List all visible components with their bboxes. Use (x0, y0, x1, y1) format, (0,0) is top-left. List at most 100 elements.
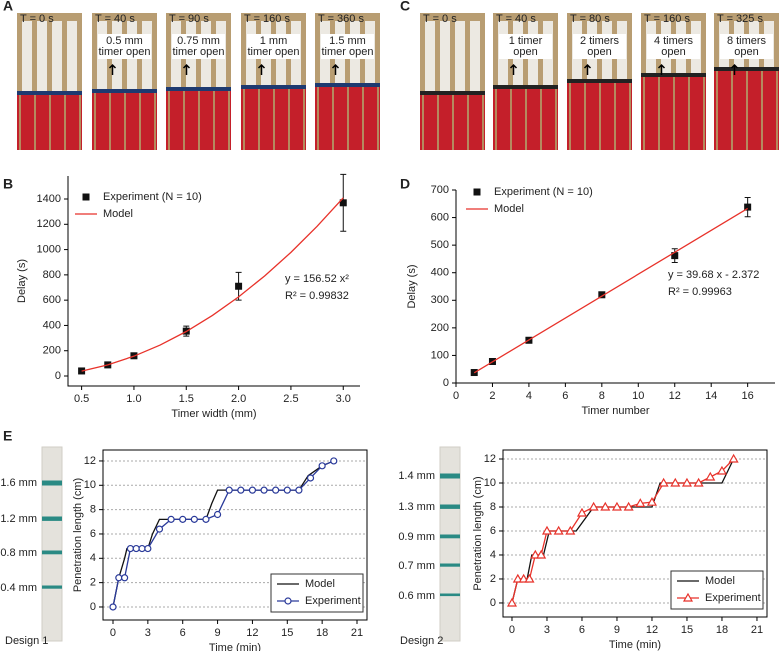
arrow (182, 63, 191, 75)
legend-label: Model (305, 578, 335, 590)
gap (79, 93, 81, 150)
design-band (440, 593, 460, 597)
time-label: T = 160 s (244, 13, 290, 25)
gap (731, 69, 733, 150)
gap (94, 91, 96, 150)
legend-label: Model (705, 575, 735, 587)
x-tick-label: 21 (751, 624, 763, 636)
scale-label: 1.4 mm (398, 470, 435, 482)
point (179, 515, 187, 523)
gap (643, 75, 645, 150)
y-axis-label: Delay (s) (406, 264, 418, 308)
y-tick-label: 0 (90, 601, 96, 613)
scale-label: 1.3 mm (398, 501, 435, 513)
point (623, 501, 634, 511)
gap (614, 81, 616, 150)
design-bar (41, 446, 63, 642)
y-tick-label: 100 (431, 349, 449, 361)
point (611, 501, 623, 511)
gap (168, 89, 170, 150)
front-line (92, 89, 157, 93)
gap (362, 85, 364, 150)
caption-box (499, 34, 552, 59)
scale-label: 1.6 mm (0, 477, 37, 489)
legend-label: Experiment (N = 10) (494, 186, 593, 198)
gap (703, 75, 705, 150)
design-band (42, 585, 62, 589)
gap (658, 75, 660, 150)
design-band (440, 563, 460, 567)
design-label: Design 2 (400, 635, 443, 647)
gap (569, 81, 571, 150)
x-tick-label: 0 (509, 624, 515, 636)
gap (154, 91, 156, 150)
gap (495, 87, 497, 150)
caption-box (98, 34, 151, 59)
point (109, 603, 117, 611)
photo (166, 13, 231, 150)
y-tick-label: 1000 (37, 243, 61, 255)
gap (34, 93, 36, 150)
design-band (440, 534, 460, 539)
gap (761, 69, 763, 150)
y-tick-label: 300 (431, 294, 449, 306)
legend-box (270, 573, 364, 613)
design-band (42, 516, 62, 521)
design-band (42, 550, 62, 555)
scale-label: 0.8 mm (0, 547, 37, 559)
point (213, 510, 222, 519)
y-tick-label: 1200 (37, 218, 61, 230)
arrow (657, 63, 666, 75)
gap (540, 87, 542, 150)
x-tick-label: 10 (632, 390, 644, 402)
point (260, 486, 268, 494)
x-tick-label: 6 (562, 390, 568, 402)
point (225, 486, 233, 494)
arrow (257, 63, 266, 75)
y-axis-label: Delay (s) (16, 259, 28, 303)
front-line (641, 73, 706, 77)
y-tick-label: 4 (90, 552, 96, 564)
plot-frame (102, 449, 368, 621)
strip (67, 21, 77, 93)
gap (584, 81, 586, 150)
caption: 1 timer (509, 35, 543, 47)
gap (64, 93, 66, 150)
legend-marker (82, 193, 90, 201)
gap (288, 87, 290, 150)
point (553, 525, 564, 535)
x-axis-label: Timer number (581, 405, 649, 417)
point (295, 486, 303, 494)
panel-letter: A (3, 0, 13, 14)
point (202, 515, 210, 523)
x-tick-label: 6 (579, 624, 585, 636)
x-tick-label: 18 (316, 627, 328, 639)
caption-box (172, 34, 225, 59)
panel-letter: B (3, 176, 13, 192)
x-tick-label: 0 (110, 627, 116, 639)
point (121, 574, 129, 582)
gap (510, 87, 512, 150)
gap (629, 81, 631, 150)
y-tick-label: 400 (431, 267, 449, 279)
arrow (108, 63, 117, 75)
legend-marker (473, 188, 481, 196)
gap (213, 89, 215, 150)
caption-box (720, 34, 773, 59)
point (744, 203, 752, 211)
arrow (509, 63, 518, 75)
x-tick-label: 1.5 (179, 393, 194, 405)
x-tick-label: 9 (614, 624, 620, 636)
strip (52, 21, 62, 93)
front-line (17, 91, 82, 95)
y-tick-label: 500 (431, 239, 449, 251)
time-label: T = 160 s (644, 13, 690, 25)
point (693, 477, 704, 487)
gap (688, 75, 690, 150)
legend-box (670, 570, 764, 610)
gap (599, 81, 601, 150)
scale-label: 0.7 mm (398, 560, 435, 572)
time-label: T = 80 s (570, 13, 610, 25)
gap (377, 85, 379, 150)
